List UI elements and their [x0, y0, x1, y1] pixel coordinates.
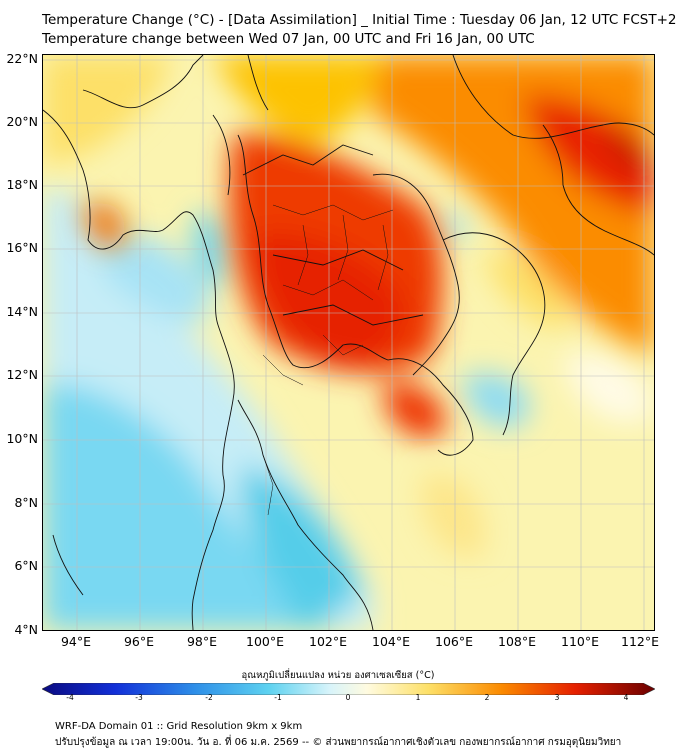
lon-label-94e: 94°E	[60, 634, 92, 649]
colorbar-tick-minus3: -3	[135, 693, 143, 702]
map-subtitle: Temperature change between Wed 07 Jan, 0…	[42, 31, 535, 47]
lon-label-96e: 96°E	[123, 634, 155, 649]
footer-model-info: WRF-DA Domain 01 :: Grid Resolution 9km …	[55, 721, 303, 732]
lat-label-14n: 14°N	[6, 304, 38, 319]
lon-label-104e: 104°E	[371, 634, 411, 649]
colorbar	[41, 680, 656, 696]
lat-label-16n: 16°N	[6, 240, 38, 255]
lon-label-98e: 98°E	[186, 634, 218, 649]
lat-label-20n: 20°N	[6, 114, 38, 129]
lon-label-110e: 110°E	[560, 634, 600, 649]
footer-credit: ปรับปรุงข้อมูล ณ เวลา 19:00น. วัน อ. ที่…	[55, 737, 622, 748]
coastlines-borders	[43, 55, 654, 630]
lat-label-6n: 6°N	[14, 558, 38, 573]
colorbar-tick-minus1: -1	[274, 693, 282, 702]
lon-label-108e: 108°E	[497, 634, 537, 649]
lon-label-100e: 100°E	[245, 634, 285, 649]
lat-label-4n: 4°N	[14, 622, 38, 637]
colorbar-tick-1: 1	[415, 693, 421, 702]
province-borders	[262, 204, 394, 516]
colorbar-tick-0: 0	[345, 693, 351, 702]
colorbar-tick-2: 2	[484, 693, 490, 702]
map-canvas	[43, 55, 654, 630]
lat-label-12n: 12°N	[6, 367, 38, 382]
colorbar-tick-3: 3	[554, 693, 560, 702]
graticule	[43, 55, 654, 630]
colorbar-tick-minus2: -2	[205, 693, 213, 702]
lon-label-106e: 106°E	[434, 634, 474, 649]
colorbar-title: อุณหภูมิเปลี่ยนแปลง หน่วย องศาเซลเซียส (…	[241, 670, 435, 681]
lon-label-112e: 112°E	[620, 634, 660, 649]
lat-label-10n: 10°N	[6, 431, 38, 446]
lon-label-102e: 102°E	[308, 634, 348, 649]
temperature-change-map	[42, 54, 655, 631]
lat-label-18n: 18°N	[6, 177, 38, 192]
colorbar-tick-4: 4	[623, 693, 629, 702]
colorbar-tick-minus4: -4	[66, 693, 74, 702]
map-title: Temperature Change (°C) - [Data Assimila…	[42, 12, 676, 28]
lat-label-8n: 8°N	[14, 495, 38, 510]
lat-label-22n: 22°N	[6, 51, 38, 66]
